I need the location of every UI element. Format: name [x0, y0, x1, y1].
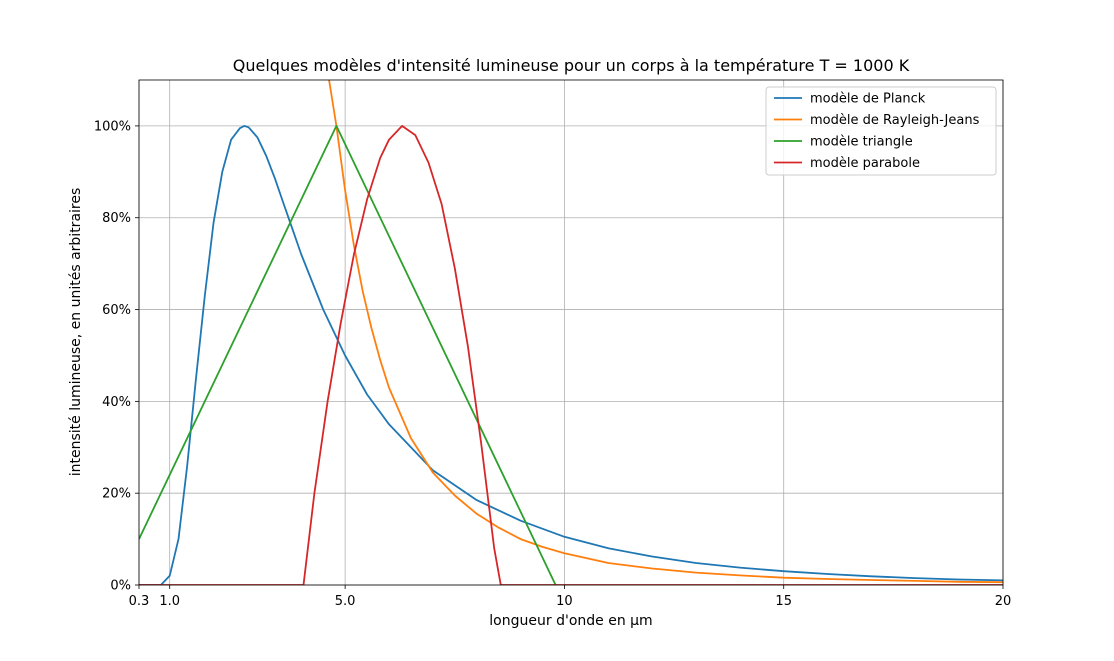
x-tick: 15 [775, 585, 792, 609]
y-tick: 40% [102, 395, 139, 410]
legend-box [765, 86, 997, 176]
y-tick: 60% [102, 303, 139, 318]
x-tick: 0.3 [129, 585, 150, 609]
series-line-3 [139, 125, 557, 585]
series-line-2 [328, 80, 1003, 584]
y-tick-label: 0% [110, 579, 131, 594]
y-axis: 0% 20% 40% 60% 80% 100% [94, 119, 139, 594]
series-line-4 [139, 125, 1003, 585]
y-tick: 100% [94, 119, 139, 134]
legend-label: modèle triangle [810, 135, 913, 150]
y-axis-label: intensité lumineuse, en unités arbitrair… [68, 188, 84, 477]
x-tick: 1.0 [159, 585, 180, 609]
legend-label: modèle de Planck [810, 92, 926, 107]
x-tick-label: 5.0 [335, 594, 356, 609]
legend-label: modèle de Rayleigh-Jeans [810, 113, 980, 128]
legend-entry: modèle de Planck [774, 92, 926, 107]
x-tick: 5.0 [335, 585, 356, 609]
y-tick-label: 100% [94, 119, 131, 134]
x-axis-label: longueur d'onde en µm [489, 613, 652, 629]
series-layer [139, 80, 1003, 585]
y-tick-label: 80% [102, 211, 131, 226]
plot-frame [138, 79, 1004, 586]
y-tick-label: 60% [102, 303, 131, 318]
legend-entry: modèle de Rayleigh-Jeans [774, 113, 980, 128]
y-tick: 20% [102, 487, 139, 502]
y-tick: 0% [110, 579, 139, 594]
x-tick: 20 [995, 585, 1012, 609]
x-tick-label: 0.3 [129, 594, 150, 609]
y-tick-label: 20% [102, 487, 131, 502]
x-tick-label: 1.0 [159, 594, 180, 609]
chart-title: Quelques modèles d'intensité lumineuse p… [233, 56, 910, 75]
legend: modèle de Planck modèle de Rayleigh-Jeans… [765, 86, 997, 176]
y-tick-label: 40% [102, 395, 131, 410]
y-tick: 80% [102, 211, 139, 226]
x-axis: 0.3 1.0 5.0 10 15 20 [129, 585, 1012, 609]
x-tick: 10 [556, 585, 573, 609]
series-line-1 [139, 125, 1003, 585]
x-tick-label: 15 [775, 594, 792, 609]
legend-entry: modèle parabole [774, 156, 920, 171]
legend-entry: modèle triangle [774, 135, 913, 150]
legend-label: modèle parabole [810, 156, 920, 171]
x-tick-label: 20 [995, 594, 1012, 609]
x-tick-label: 10 [556, 594, 573, 609]
